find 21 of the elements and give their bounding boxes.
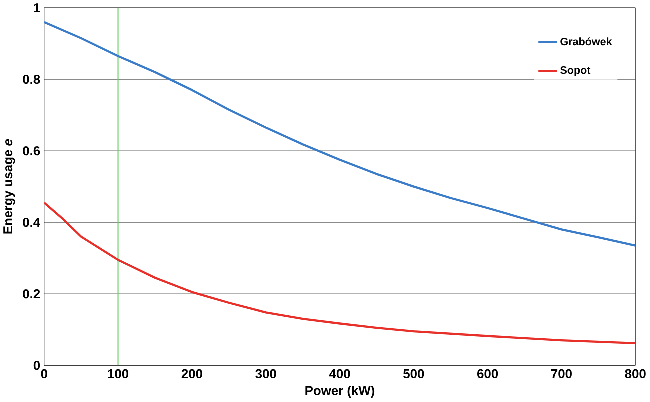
x-tick-label: 100	[108, 370, 129, 379]
x-tick-label: 0	[41, 370, 48, 379]
legend-label: Sopot	[560, 66, 591, 76]
y-tick-label: 0.2	[23, 290, 40, 299]
x-axis-title: Power (kW)	[306, 386, 375, 398]
x-tick-label: 500	[404, 370, 424, 379]
y-axis-title: Energy usage e	[4, 140, 16, 234]
x-tick-label: 200	[182, 370, 202, 379]
y-tick-label: 0.6	[23, 146, 40, 156]
x-tick-label: 700	[552, 370, 572, 379]
x-tick-label: 600	[478, 370, 498, 379]
x-tick-label: 300	[256, 370, 276, 379]
y-tick-label: 0.4	[23, 218, 41, 228]
line-series	[44, 21, 636, 248]
y-tick-label: 0.8	[23, 75, 40, 84]
x-tick-label: 800	[625, 370, 646, 379]
y-tick-label: 0	[34, 361, 40, 370]
y-tick-label: 1	[34, 4, 40, 13]
x-tick-label: 400	[329, 370, 350, 379]
legend-label: Grabówek	[560, 38, 612, 46]
line-series	[44, 202, 636, 345]
